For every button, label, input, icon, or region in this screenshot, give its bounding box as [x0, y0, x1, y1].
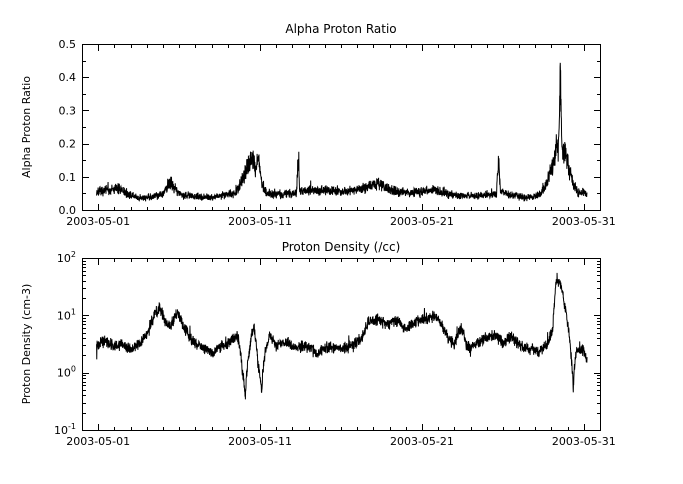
svg-text:0.4: 0.4	[59, 71, 77, 84]
svg-text:2003-05-21: 2003-05-21	[390, 435, 454, 448]
svg-text:100: 100	[57, 365, 76, 380]
proton-density-title: Proton Density (/cc)	[281, 240, 401, 254]
svg-text:0.3: 0.3	[59, 104, 77, 117]
svg-text:2003-05-11: 2003-05-11	[228, 435, 292, 448]
svg-text:2003-05-01: 2003-05-01	[66, 435, 130, 448]
svg-text:101: 101	[57, 307, 76, 322]
svg-text:0.0: 0.0	[59, 204, 77, 217]
svg-text:2003-05-11: 2003-05-11	[228, 215, 292, 228]
alpha-proton-ratio-title: Alpha Proton Ratio	[285, 22, 397, 36]
svg-text:2003-05-31: 2003-05-31	[552, 435, 616, 448]
svg-text:2003-05-01: 2003-05-01	[66, 215, 130, 228]
svg-text:0.2: 0.2	[59, 138, 77, 151]
svg-text:2003-05-31: 2003-05-31	[552, 215, 616, 228]
svg-text:0.5: 0.5	[59, 38, 77, 51]
svg-text:2003-05-21: 2003-05-21	[390, 215, 454, 228]
alpha-proton-ratio-plot: 2003-05-01 2003-05-11 2003-05-21 2003-05-31…	[59, 38, 616, 228]
svg-text:102: 102	[57, 250, 76, 265]
proton-density-plot: 2003-05-01 2003-05-11 2003-05-21 2003-05-31…	[54, 250, 616, 448]
svg-text:0.1: 0.1	[59, 171, 77, 184]
